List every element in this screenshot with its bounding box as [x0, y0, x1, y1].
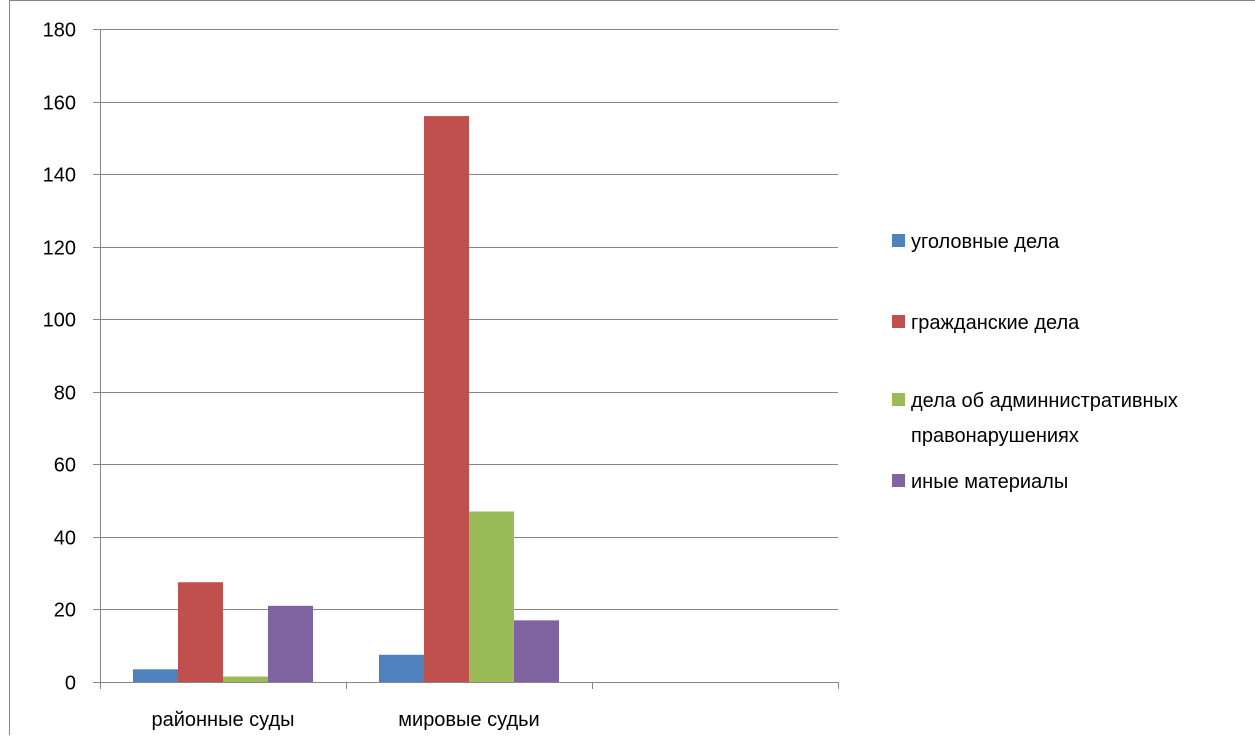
legend: уголовные дела гражданские дела дела об ад… — [892, 231, 1178, 493]
legend-label: иные материалы — [911, 471, 1068, 493]
legend-swatch — [892, 315, 905, 328]
legend-label: уголовные дела — [911, 231, 1060, 253]
x-tick-label: районные суды — [151, 709, 294, 731]
y-tick-label: 140 — [43, 165, 76, 187]
y-tick-label: 40 — [54, 528, 76, 550]
tick-labels: 0 20 40 60 80 100 120 140 160 180 районные суды мир… — [43, 20, 540, 732]
bar — [424, 116, 469, 683]
legend-label: гражданские дела — [911, 312, 1080, 334]
legend-label: дела об админнистративных правонарушениях — [911, 390, 1178, 447]
y-tick-label: 0 — [65, 673, 76, 695]
bar — [133, 669, 178, 682]
legend-swatch — [892, 474, 905, 487]
bars — [133, 116, 559, 683]
y-tick-label: 100 — [43, 310, 76, 332]
legend-swatch — [892, 234, 905, 247]
y-tick-label: 180 — [43, 20, 76, 42]
bar — [268, 605, 313, 682]
y-tick-label: 160 — [43, 93, 76, 115]
bar — [178, 582, 223, 682]
y-tick-label: 80 — [54, 383, 76, 405]
y-tick-label: 60 — [54, 455, 76, 477]
x-tick-label: мировые судьи — [398, 709, 539, 731]
y-tick-label: 120 — [43, 238, 76, 260]
bar — [223, 676, 268, 682]
bar — [469, 511, 514, 682]
bar — [514, 620, 559, 682]
legend-swatch — [892, 393, 905, 406]
y-tick-label: 20 — [54, 600, 76, 622]
bar — [379, 654, 424, 682]
axes — [93, 29, 839, 689]
